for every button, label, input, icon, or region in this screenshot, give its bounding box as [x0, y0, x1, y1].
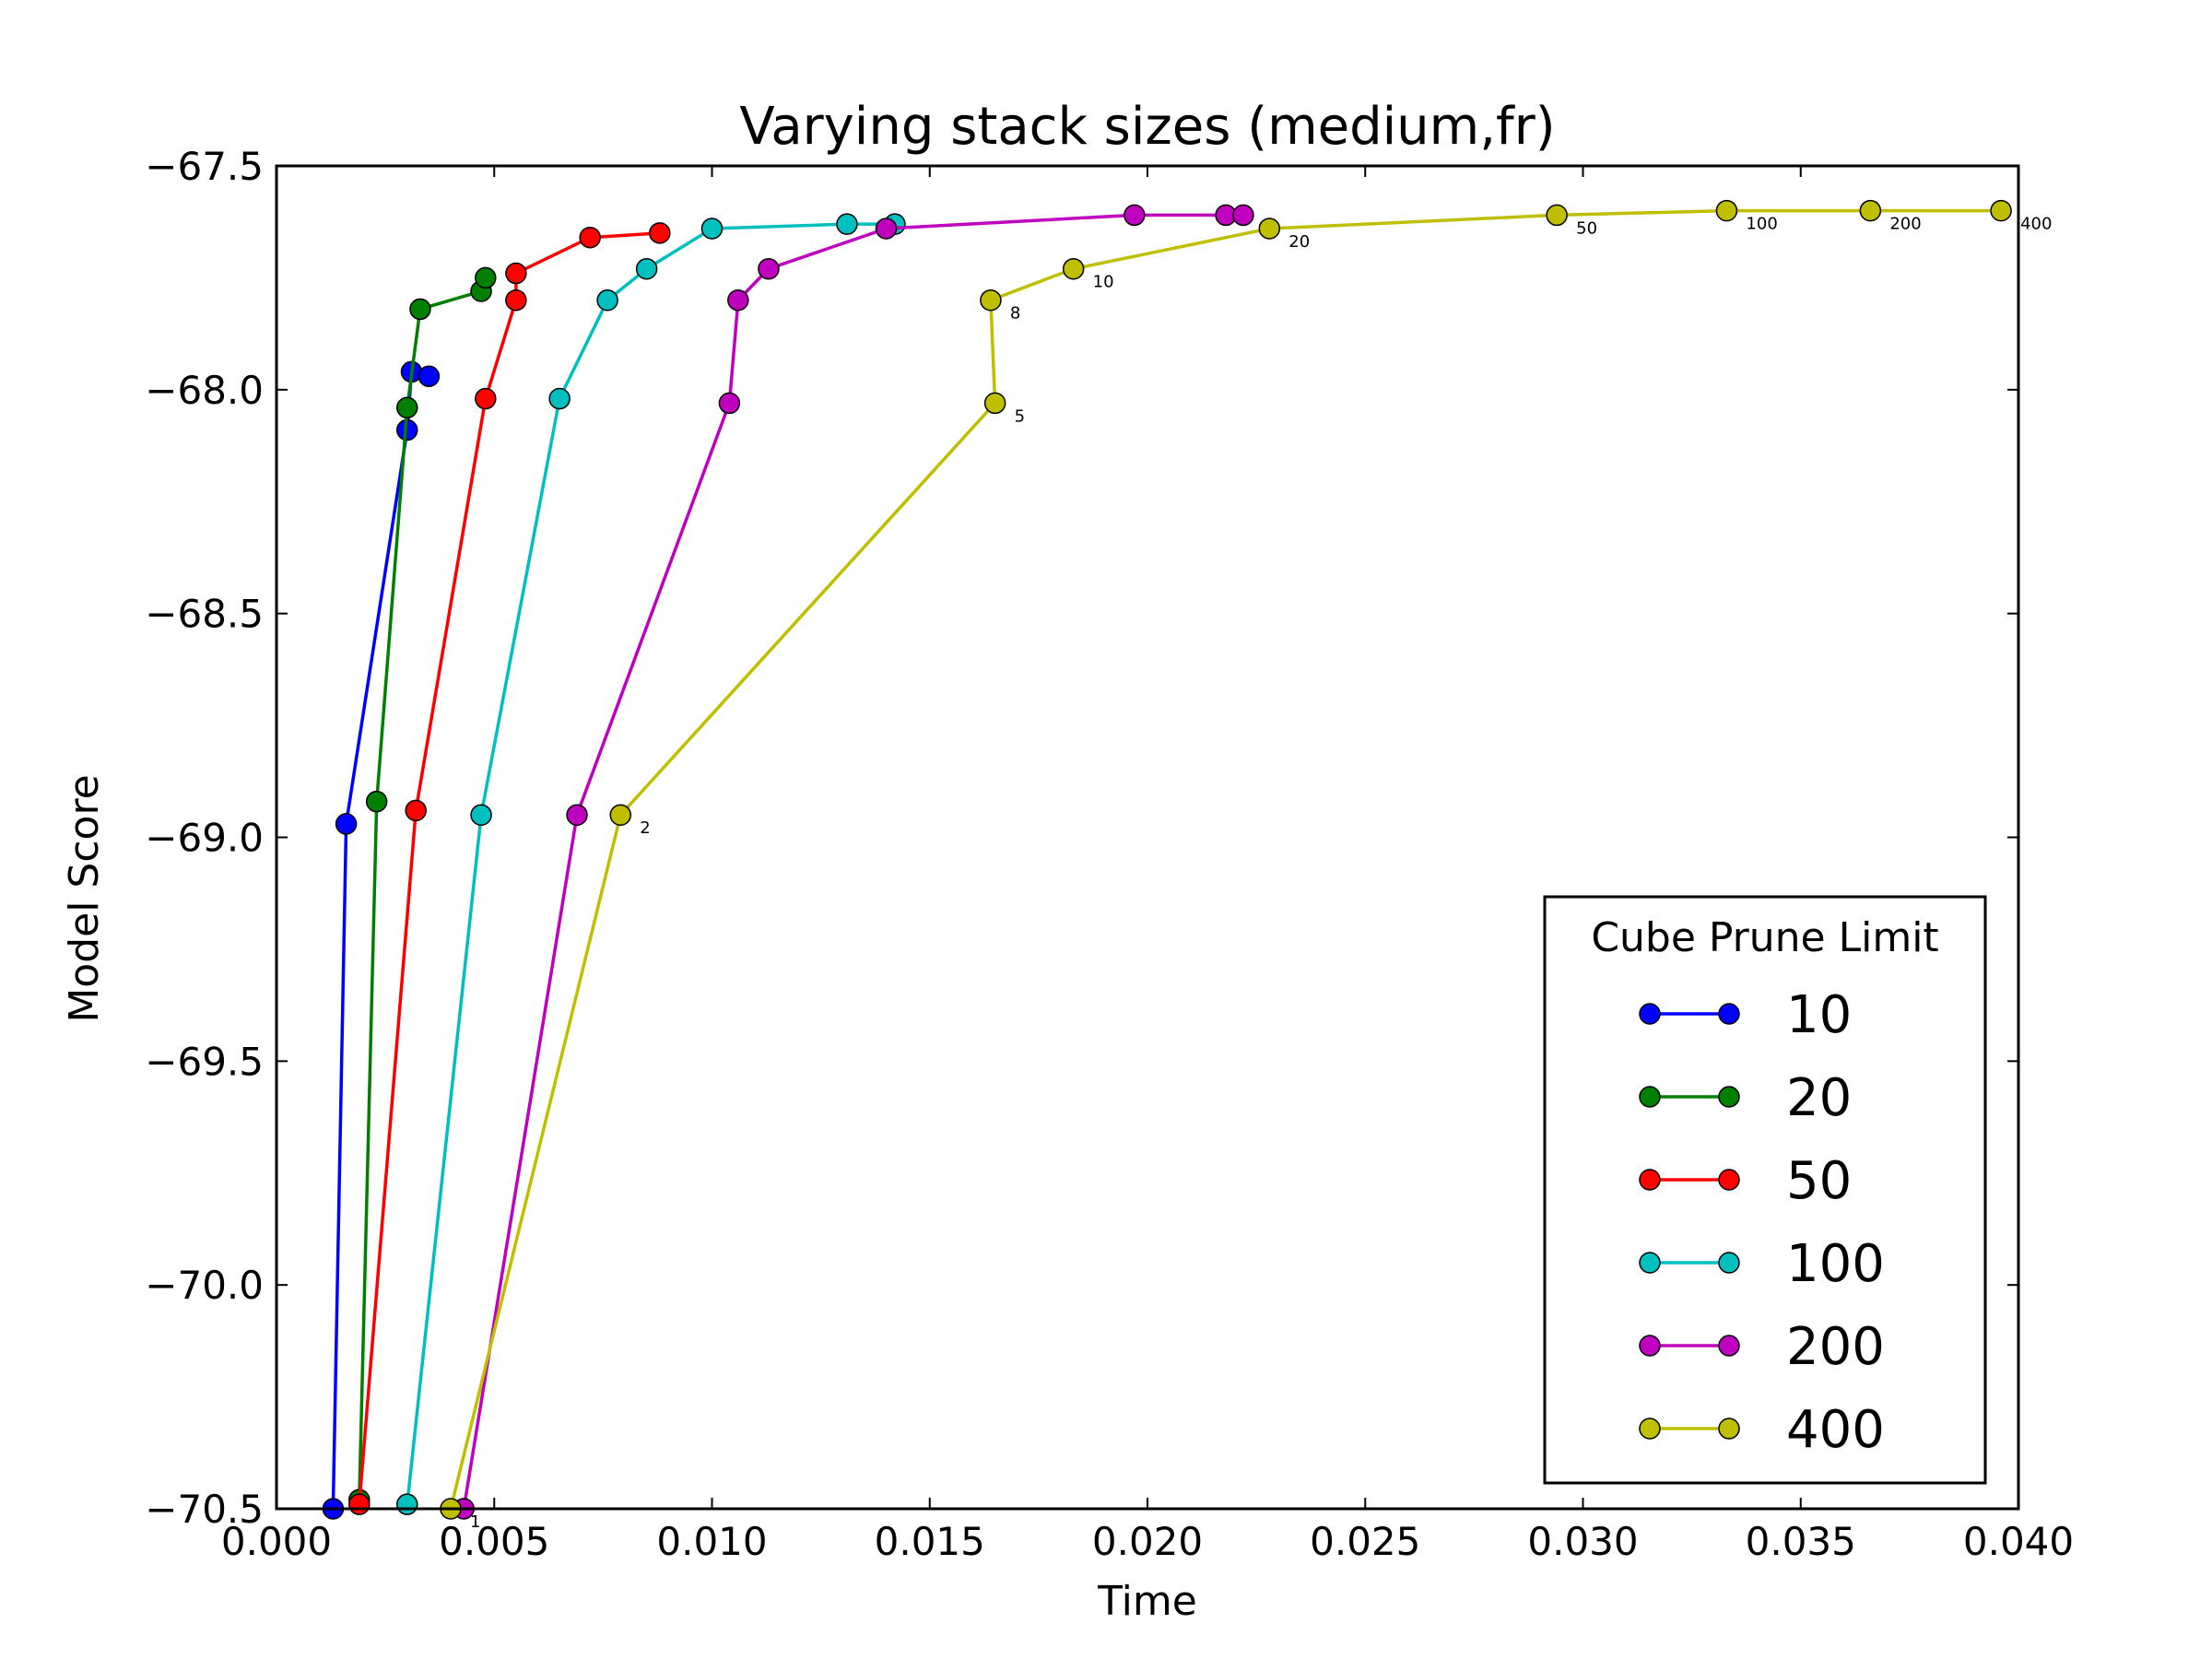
legend-entry-label: 10 [1786, 985, 1852, 1045]
y-tick-label: −70.0 [145, 1263, 264, 1308]
data-point [727, 288, 749, 312]
y-axis-label: Model Score [61, 774, 108, 1022]
legend-entry-label: 400 [1786, 1400, 1885, 1460]
data-point [875, 218, 898, 240]
point-label: 8 [1010, 304, 1020, 324]
x-tick-label: 0.015 [875, 1519, 985, 1564]
data-point [396, 1493, 418, 1515]
data-point [649, 222, 671, 244]
data-point [836, 213, 858, 235]
legend-marker [1718, 1335, 1740, 1357]
data-point [470, 804, 492, 826]
x-tick-label: 0.025 [1310, 1519, 1420, 1564]
data-point [409, 298, 431, 321]
data-point [983, 392, 1006, 415]
data-point [1715, 199, 1738, 222]
data-point [396, 396, 418, 419]
data-point [635, 257, 658, 280]
point-label: 5 [1015, 406, 1025, 426]
data-point [348, 1493, 371, 1515]
data-point [1990, 199, 2012, 222]
data-point [418, 365, 441, 388]
data-point [980, 288, 1002, 312]
point-label: 1 [470, 1512, 480, 1532]
series-line-400 [449, 208, 2002, 1510]
legend-marker [1718, 1252, 1740, 1274]
series-line-20 [358, 276, 488, 1500]
y-tick-label: −67.5 [145, 144, 264, 189]
legend-marker [1639, 1003, 1661, 1025]
point-label: 20 [1288, 232, 1310, 252]
legend-title: Cube Prune Limit [1591, 914, 1938, 961]
y-tick-label: −68.0 [145, 368, 264, 413]
point-label: 50 [1576, 218, 1597, 238]
legend-marker [1639, 1335, 1661, 1357]
data-point [700, 218, 724, 240]
y-tick-label: −69.5 [145, 1039, 264, 1084]
data-point [1232, 204, 1254, 227]
data-point [609, 804, 632, 826]
legend-marker [1718, 1086, 1740, 1108]
legend-entry-label: 100 [1786, 1234, 1885, 1294]
legend-entry-label: 50 [1786, 1151, 1852, 1211]
legend-box [1543, 895, 1987, 1485]
data-point [566, 804, 588, 826]
legend-marker [1639, 1252, 1661, 1274]
series-line-200 [462, 213, 1243, 1510]
series-line-10 [331, 370, 429, 1510]
x-tick-label: 0.010 [656, 1519, 767, 1564]
x-tick-label: 0.005 [439, 1519, 549, 1564]
legend-marker [1718, 1169, 1740, 1191]
legend-marker [1718, 1418, 1740, 1440]
point-label: 400 [2020, 215, 2052, 234]
series-line-100 [406, 222, 895, 1505]
x-tick-label: 0.030 [1527, 1519, 1638, 1564]
data-point [475, 387, 497, 410]
data-point [335, 813, 358, 835]
data-point [548, 387, 571, 410]
legend-entry-label: 200 [1786, 1317, 1885, 1377]
plot-area: 1 2 5 8 10 20 50 100 200 400 [322, 199, 2052, 1532]
data-point [475, 266, 497, 289]
y-tick-label: −70.5 [145, 1487, 264, 1532]
data-point [1124, 204, 1146, 227]
data-point [596, 288, 618, 312]
data-point [1546, 204, 1568, 227]
y-tick-label: −69.0 [145, 816, 264, 861]
point-label: 200 [1889, 215, 1921, 234]
data-point [718, 392, 741, 415]
point-label: 100 [1746, 215, 1777, 234]
legend-entry-label: 20 [1786, 1068, 1852, 1128]
x-axis-label: Time [1097, 1578, 1197, 1625]
point-label: 10 [1093, 273, 1114, 292]
data-point [1859, 199, 1882, 222]
chart-title: Varying stack sizes (medium,fr) [739, 97, 1555, 157]
data-point [1258, 218, 1281, 240]
x-tick-label: 0.035 [1746, 1519, 1856, 1564]
legend-marker [1718, 1003, 1740, 1025]
legend-marker [1639, 1086, 1661, 1108]
data-point [505, 288, 527, 312]
data-point [365, 790, 388, 813]
x-tick-label: 0.020 [1092, 1519, 1203, 1564]
y-tick-label: −68.5 [145, 592, 264, 637]
point-label: 2 [640, 818, 650, 838]
data-point [758, 257, 780, 280]
data-point [1062, 257, 1085, 280]
x-tick-label: 0.000 [221, 1519, 332, 1564]
data-point [505, 262, 527, 285]
x-tick-label: 0.040 [1963, 1519, 2074, 1564]
axes: 0.000 0.005 0.010 0.015 0.020 0.025 0.030 0.035… [145, 144, 2074, 1564]
legend-marker [1639, 1418, 1661, 1440]
data-point [579, 226, 601, 249]
legend-marker [1639, 1169, 1661, 1191]
data-point [405, 799, 427, 822]
legend: Cube Prune Limit 10 20 50 100 200 400 [1543, 895, 1987, 1485]
